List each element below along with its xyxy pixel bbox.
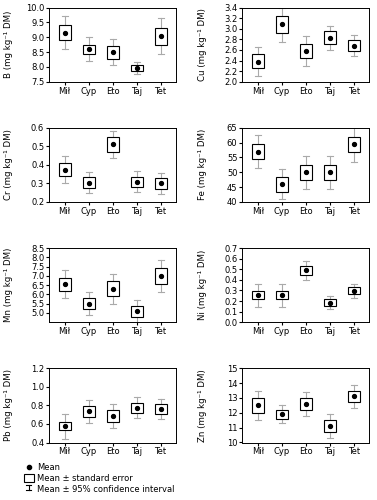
Y-axis label: Cr (mg kg⁻¹ DM): Cr (mg kg⁻¹ DM) <box>5 130 14 200</box>
Y-axis label: Zn (mg kg⁻¹ DM): Zn (mg kg⁻¹ DM) <box>198 369 207 442</box>
Bar <box>348 136 360 152</box>
Y-axis label: Pb (mg kg⁻¹ DM): Pb (mg kg⁻¹ DM) <box>5 370 14 442</box>
Bar <box>300 266 312 275</box>
Bar <box>58 26 70 40</box>
Bar <box>107 138 119 151</box>
Bar <box>252 398 264 413</box>
Bar <box>276 292 288 299</box>
Bar <box>58 422 70 430</box>
Bar <box>348 40 360 51</box>
Bar <box>300 44 312 58</box>
Bar <box>58 278 70 290</box>
Bar <box>324 420 336 432</box>
Y-axis label: Mn (mg kg⁻¹ DM): Mn (mg kg⁻¹ DM) <box>5 248 14 322</box>
Bar <box>107 410 119 422</box>
Bar <box>130 306 143 316</box>
Bar <box>252 54 264 68</box>
Bar <box>324 32 336 44</box>
Bar <box>276 176 288 192</box>
Bar <box>348 288 360 294</box>
Bar <box>252 144 264 159</box>
Bar <box>107 46 119 59</box>
Y-axis label: Ni (mg kg⁻¹ DM): Ni (mg kg⁻¹ DM) <box>198 250 207 320</box>
Bar <box>300 398 312 410</box>
Bar <box>155 178 167 188</box>
Legend: Mean, Mean ± standard error, Mean ± 95% confidence interval: Mean, Mean ± standard error, Mean ± 95% … <box>23 462 176 495</box>
Bar <box>324 165 336 180</box>
Bar <box>83 298 95 310</box>
Bar <box>324 300 336 306</box>
Bar <box>155 404 167 414</box>
Y-axis label: Fe (mg kg⁻¹ DM): Fe (mg kg⁻¹ DM) <box>198 129 207 200</box>
Bar <box>155 28 167 44</box>
Bar <box>252 292 264 299</box>
Bar <box>130 176 143 186</box>
Bar <box>348 390 360 402</box>
Bar <box>83 406 95 417</box>
Bar <box>107 282 119 296</box>
Y-axis label: Cu (mg kg⁻¹ DM): Cu (mg kg⁻¹ DM) <box>198 8 207 81</box>
Y-axis label: B (mg kg⁻¹ DM): B (mg kg⁻¹ DM) <box>5 11 14 78</box>
Bar <box>130 66 143 71</box>
Bar <box>130 402 143 413</box>
Bar <box>83 178 95 188</box>
Bar <box>300 165 312 180</box>
Bar <box>155 268 167 283</box>
Bar <box>58 162 70 176</box>
Bar <box>276 410 288 418</box>
Bar <box>276 16 288 33</box>
Bar <box>83 44 95 54</box>
